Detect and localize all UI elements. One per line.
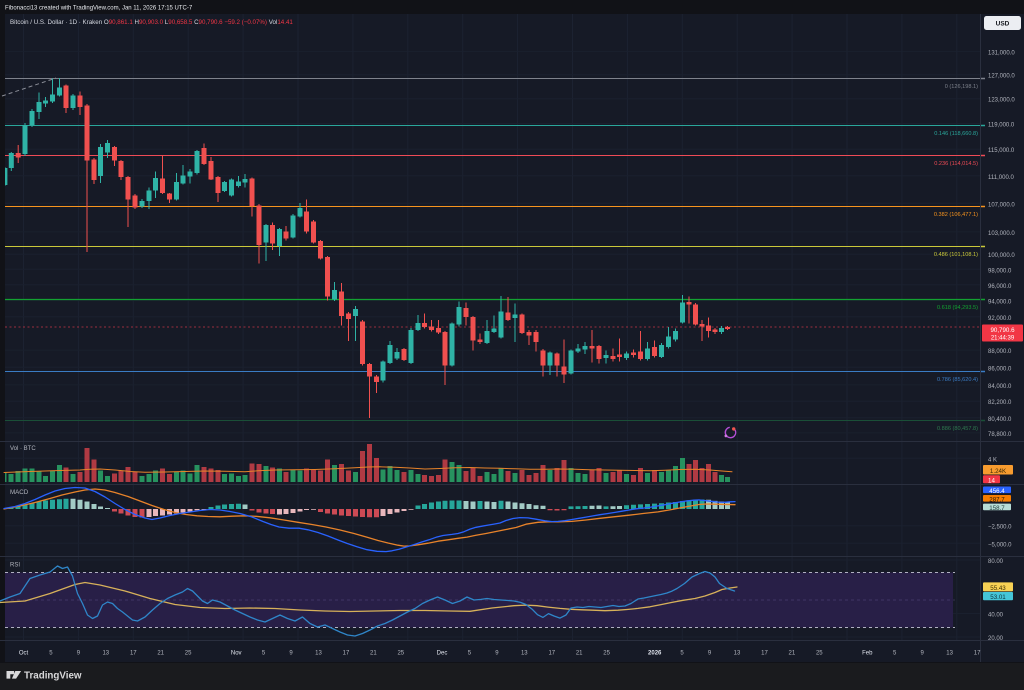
svg-text:100,000.0: 100,000.0 [988,253,1015,259]
svg-text:25: 25 [397,651,404,657]
svg-text:Feb: Feb [862,651,873,657]
svg-text:5: 5 [680,651,684,657]
svg-text:17: 17 [761,651,768,657]
svg-text:84,000.0: 84,000.0 [988,384,1012,390]
svg-text:20.00: 20.00 [988,636,1004,642]
svg-text:78,800.0: 78,800.0 [988,432,1012,438]
svg-text:103,000.0: 103,000.0 [988,231,1015,237]
svg-text:131,000.0: 131,000.0 [988,50,1015,56]
svg-text:0.146 (118,660.8): 0.146 (118,660.8) [934,131,978,137]
svg-text:82,200.0: 82,200.0 [988,400,1012,406]
svg-text:86,000.0: 86,000.0 [988,366,1012,372]
svg-text:40.00: 40.00 [988,613,1004,619]
svg-text:9: 9 [708,651,712,657]
svg-text:90,790.6: 90,790.6 [990,327,1015,334]
svg-text:107,000.0: 107,000.0 [988,202,1015,208]
svg-text:115,000.0: 115,000.0 [988,148,1015,154]
svg-text:Nov: Nov [231,651,242,657]
svg-text:9: 9 [77,651,81,657]
svg-text:−5,000.0: −5,000.0 [988,542,1012,548]
svg-text:55.43: 55.43 [990,585,1006,592]
svg-text:Bitcoin / U.S. Dollar · 1D · K: Bitcoin / U.S. Dollar · 1D · Kraken O90,… [10,19,293,26]
svg-text:5: 5 [893,651,897,657]
svg-text:287.7: 287.7 [989,496,1005,503]
svg-text:13: 13 [946,651,953,657]
svg-text:21: 21 [157,651,164,657]
svg-text:Dec: Dec [437,651,448,657]
svg-text:5: 5 [468,651,472,657]
svg-text:53.01: 53.01 [990,594,1006,601]
svg-text:17: 17 [343,651,350,657]
svg-text:80,400.0: 80,400.0 [988,417,1012,423]
svg-text:119,000.0: 119,000.0 [988,123,1015,129]
svg-text:17: 17 [974,651,981,657]
svg-text:13: 13 [734,651,741,657]
svg-text:13: 13 [521,651,528,657]
svg-text:2026: 2026 [648,651,662,657]
svg-text:456.4: 456.4 [989,488,1005,495]
svg-text:127,000.0: 127,000.0 [988,74,1015,80]
svg-text:0.382 (106,477.1): 0.382 (106,477.1) [934,212,978,218]
svg-text:21: 21 [576,651,583,657]
svg-text:80.00: 80.00 [988,559,1004,565]
svg-text:5: 5 [49,651,53,657]
svg-text:USD: USD [996,21,1010,28]
svg-text:88,000.0: 88,000.0 [988,349,1012,355]
svg-text:98,000.0: 98,000.0 [988,268,1012,274]
svg-text:158.7: 158.7 [989,505,1005,512]
svg-text:25: 25 [816,651,823,657]
svg-text:21:44:39: 21:44:39 [991,336,1015,342]
svg-text:Fibonacci13 created with Tradi: Fibonacci13 created with TradingView.com… [5,6,193,12]
svg-text:17: 17 [548,651,555,657]
svg-text:0.618 (94,293.5): 0.618 (94,293.5) [937,305,978,311]
svg-text:13: 13 [102,651,109,657]
svg-text:−2,500.0: −2,500.0 [988,525,1012,531]
svg-text:21: 21 [789,651,796,657]
svg-text:Vol · BTC: Vol · BTC [10,446,36,452]
svg-text:14: 14 [988,477,995,484]
svg-text:1.24K: 1.24K [990,468,1007,475]
svg-text:0.786 (85,620.4): 0.786 (85,620.4) [937,377,978,383]
svg-text:111,000.0: 111,000.0 [988,175,1014,181]
svg-text:0.886 (80,457.8): 0.886 (80,457.8) [937,426,978,432]
svg-text:TradingView: TradingView [24,671,82,682]
svg-text:96,000.0: 96,000.0 [988,284,1012,290]
svg-text:5: 5 [262,651,266,657]
svg-text:25: 25 [603,651,610,657]
svg-text:13: 13 [315,651,322,657]
svg-text:25: 25 [185,651,192,657]
svg-text:0.236 (114,014.5): 0.236 (114,014.5) [934,161,978,167]
svg-text:Oct: Oct [19,651,29,657]
svg-text:21: 21 [370,651,377,657]
svg-text:MACD: MACD [10,489,29,496]
svg-text:94,000.0: 94,000.0 [988,300,1012,306]
svg-text:0.486 (101,108.1): 0.486 (101,108.1) [934,252,978,258]
svg-text:RSI: RSI [10,563,20,569]
svg-text:123,000.0: 123,000.0 [988,98,1015,104]
svg-text:9: 9 [495,651,499,657]
svg-text:17: 17 [130,651,137,657]
svg-text:9: 9 [921,651,925,657]
svg-text:9: 9 [289,651,293,657]
svg-text:4 K: 4 K [988,457,997,463]
svg-text:92,000.0: 92,000.0 [988,316,1012,322]
svg-text:0 (126,198.1): 0 (126,198.1) [945,84,978,90]
